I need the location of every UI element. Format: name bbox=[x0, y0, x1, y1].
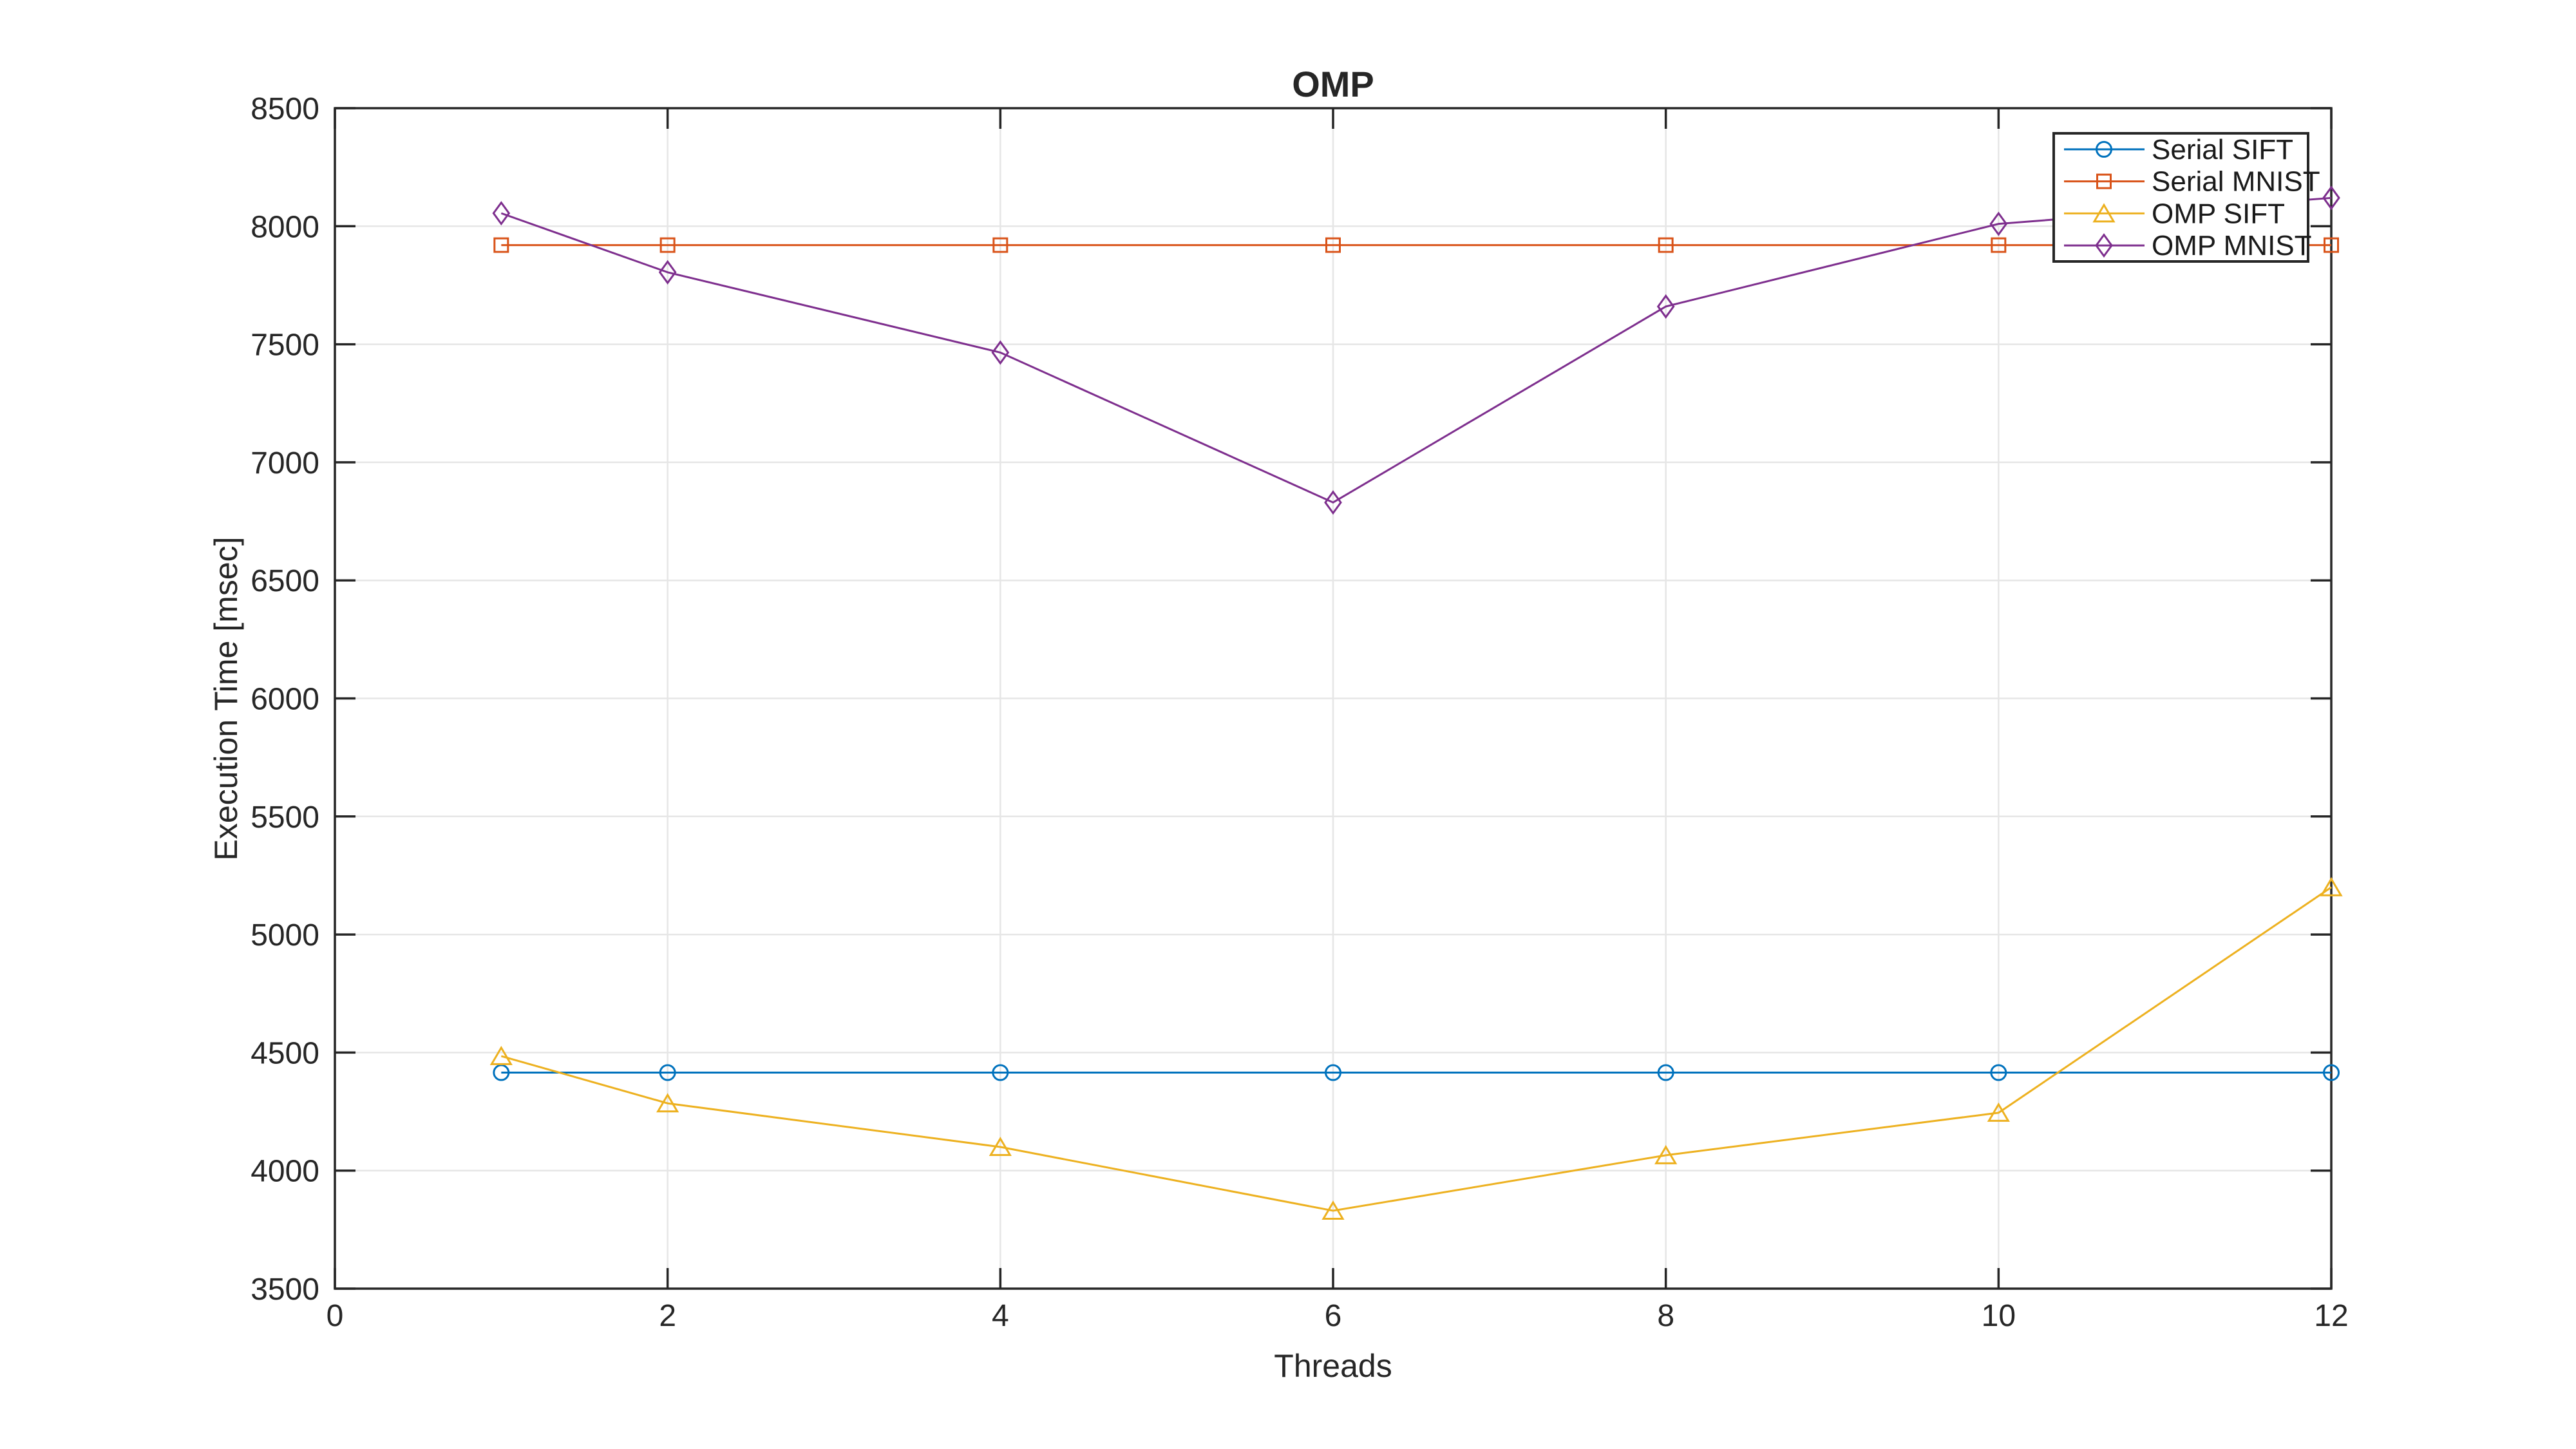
legend-marker-square bbox=[2096, 173, 2112, 189]
marker-serial-mnist bbox=[1991, 237, 2007, 253]
legend-label: Serial MNIST bbox=[2152, 166, 2320, 198]
legend-marker-circle bbox=[2096, 140, 2112, 158]
marker-serial-mnist bbox=[1658, 237, 1674, 253]
tick-labels: 0 2 4 6 8 10 12 3500 4000 4500 5000 5500 6000 6500 700… bbox=[251, 92, 2348, 1333]
series-omp-sift bbox=[489, 876, 2343, 1220]
x-tick-label: 0 bbox=[327, 1299, 344, 1333]
series-serial-sift bbox=[493, 1064, 2340, 1081]
line-omp-mnist bbox=[500, 196, 2332, 504]
marker-serial-sift bbox=[1657, 1064, 1674, 1081]
marker-omp-sift bbox=[656, 1093, 679, 1113]
marker-omp-sift bbox=[2320, 876, 2343, 896]
series-omp-mnist bbox=[492, 185, 2340, 515]
y-tick-label: 5000 bbox=[251, 918, 319, 952]
gridlines bbox=[334, 107, 2333, 1290]
y-tick-label: 6500 bbox=[251, 564, 319, 598]
marker-serial-mnist bbox=[493, 237, 509, 253]
y-axis-label: Execution Time [msec] bbox=[208, 537, 244, 861]
marker-omp-sift bbox=[1987, 1102, 2010, 1122]
marker-serial-sift bbox=[659, 1064, 676, 1081]
y-tick-label: 8500 bbox=[251, 92, 319, 126]
marker-omp-mnist bbox=[1656, 294, 1675, 319]
legend-marker-triangle bbox=[2092, 203, 2116, 223]
marker-serial-sift bbox=[1990, 1064, 2007, 1081]
legend-entry-omp-sift: OMP SIFT bbox=[2064, 198, 2285, 229]
marker-serial-mnist bbox=[2324, 237, 2339, 253]
marker-omp-sift bbox=[989, 1137, 1012, 1157]
marker-omp-mnist bbox=[492, 201, 511, 226]
x-tick-label: 12 bbox=[2314, 1299, 2348, 1333]
y-tick-label: 3500 bbox=[251, 1273, 319, 1307]
marker-omp-mnist bbox=[658, 260, 677, 285]
marker-serial-sift bbox=[2323, 1064, 2340, 1081]
marker-serial-mnist bbox=[992, 237, 1009, 253]
y-tick-label: 4000 bbox=[251, 1155, 319, 1189]
axis-ticks bbox=[334, 107, 2333, 1290]
legend-label: Serial SIFT bbox=[2152, 134, 2293, 166]
legend-marker-diamond bbox=[2095, 233, 2113, 258]
marker-serial-mnist bbox=[1325, 237, 1341, 253]
legend-entry-serial-mnist: Serial MNIST bbox=[2064, 166, 2320, 198]
y-tick-label: 8000 bbox=[251, 210, 319, 244]
marker-serial-mnist bbox=[659, 237, 676, 253]
marker-serial-sift bbox=[1325, 1064, 1341, 1081]
marker-omp-mnist bbox=[2322, 185, 2340, 211]
y-tick-label: 4500 bbox=[251, 1036, 319, 1070]
legend-label: OMP SIFT bbox=[2152, 198, 2285, 229]
marker-serial-sift bbox=[493, 1064, 510, 1081]
x-tick-label: 8 bbox=[1657, 1299, 1674, 1333]
y-tick-label: 6000 bbox=[251, 683, 319, 717]
marker-omp-mnist bbox=[1989, 211, 2008, 236]
marker-omp-sift bbox=[489, 1045, 513, 1065]
marker-omp-mnist bbox=[991, 340, 1010, 365]
y-tick-label: 5500 bbox=[251, 800, 319, 835]
x-axis-label: Threads bbox=[1274, 1348, 1392, 1384]
y-tick-label: 7000 bbox=[251, 446, 319, 480]
legend-label: OMP MNIST bbox=[2152, 230, 2312, 261]
chart-title: OMP bbox=[1292, 64, 1374, 104]
marker-omp-sift bbox=[1321, 1200, 1345, 1220]
marker-serial-sift bbox=[992, 1064, 1009, 1081]
x-tick-label: 6 bbox=[1325, 1299, 1342, 1333]
marker-omp-mnist bbox=[1324, 490, 1342, 515]
x-tick-label: 4 bbox=[992, 1299, 1009, 1333]
x-tick-label: 10 bbox=[1982, 1299, 2016, 1333]
y-tick-label: 7500 bbox=[251, 328, 319, 363]
series-serial-mnist bbox=[493, 237, 2339, 253]
data-series bbox=[489, 185, 2343, 1220]
marker-omp-sift bbox=[1654, 1144, 1678, 1164]
legend-box bbox=[2052, 132, 2309, 263]
x-tick-label: 2 bbox=[659, 1299, 676, 1333]
legend-entry-serial-sift: Serial SIFT bbox=[2064, 134, 2293, 166]
line-omp-sift bbox=[500, 886, 2332, 1212]
legend-entry-omp-mnist: OMP MNIST bbox=[2064, 230, 2312, 261]
